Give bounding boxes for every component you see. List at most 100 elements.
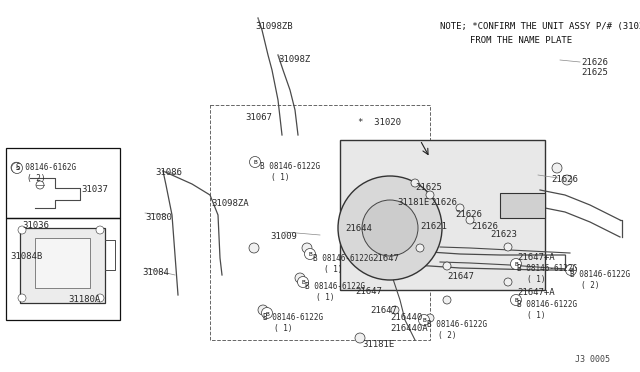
Circle shape [338, 176, 442, 280]
Text: 21623: 21623 [490, 230, 517, 239]
Circle shape [355, 333, 365, 343]
Text: 31084B: 31084B [10, 252, 42, 261]
Circle shape [416, 244, 424, 252]
Circle shape [426, 314, 434, 322]
Text: B: B [253, 160, 257, 166]
Text: 31086: 31086 [155, 168, 182, 177]
Text: ( 2): ( 2) [27, 174, 45, 183]
Circle shape [18, 226, 26, 234]
Text: B: B [514, 263, 518, 267]
Text: *  31020: * 31020 [358, 118, 401, 127]
Text: ( 2): ( 2) [438, 331, 456, 340]
Text: B: B [422, 318, 426, 324]
Text: B: B [265, 311, 269, 317]
Text: 21644: 21644 [345, 224, 372, 233]
Circle shape [562, 175, 572, 185]
Circle shape [391, 306, 399, 314]
Text: 31181E: 31181E [397, 198, 429, 207]
Text: 21621: 21621 [420, 222, 447, 231]
Text: 21647: 21647 [355, 287, 382, 296]
Circle shape [12, 163, 22, 173]
Bar [6, 218, 120, 320]
Circle shape [456, 204, 464, 212]
Text: ( 1): ( 1) [324, 265, 342, 274]
Text: 21647+A: 21647+A [517, 288, 555, 297]
Circle shape [96, 226, 104, 234]
Text: 31080: 31080 [145, 213, 172, 222]
Circle shape [362, 200, 418, 256]
Text: B 08146-6122G: B 08146-6122G [517, 264, 577, 273]
Circle shape [295, 273, 305, 283]
Text: 21647: 21647 [370, 306, 397, 315]
Circle shape [250, 157, 260, 167]
Circle shape [302, 243, 312, 253]
Text: B: B [301, 280, 305, 285]
Text: 21626: 21626 [471, 222, 498, 231]
Text: B: B [569, 269, 573, 273]
Text: S: S [15, 167, 19, 171]
Circle shape [249, 243, 259, 253]
Text: B 08146-6122G: B 08146-6122G [263, 313, 323, 322]
Circle shape [305, 248, 316, 260]
Circle shape [511, 295, 522, 305]
Text: 21647+A: 21647+A [517, 253, 555, 262]
Text: 31036: 31036 [22, 221, 49, 230]
Text: 31098ZB: 31098ZB [255, 22, 292, 31]
Text: ( 1): ( 1) [527, 275, 545, 284]
Text: J3 0005: J3 0005 [575, 355, 610, 364]
Circle shape [96, 294, 104, 302]
Text: ( 1): ( 1) [271, 173, 289, 182]
Bar [210, 105, 430, 340]
Text: NOTE; *CONFIRM THE UNIT ASSY P/# (31020): NOTE; *CONFIRM THE UNIT ASSY P/# (31020) [440, 22, 640, 31]
Text: 21647: 21647 [447, 272, 474, 281]
Bar [340, 140, 545, 290]
Text: 31098Z: 31098Z [278, 55, 310, 64]
Text: ( 1): ( 1) [527, 311, 545, 320]
Text: 21626: 21626 [551, 175, 578, 184]
Text: 21626: 21626 [430, 198, 457, 207]
Text: ( 2): ( 2) [581, 281, 600, 290]
Text: B 08146-6122G: B 08146-6122G [517, 300, 577, 309]
Text: 31067: 31067 [245, 113, 272, 122]
Text: 31098ZA: 31098ZA [211, 199, 248, 208]
Text: B 08146-6122G: B 08146-6122G [570, 270, 630, 279]
Bar [20, 228, 105, 303]
Circle shape [504, 278, 512, 286]
Circle shape [262, 308, 273, 318]
Circle shape [411, 179, 419, 187]
Circle shape [426, 191, 434, 199]
Circle shape [18, 294, 26, 302]
Text: B: B [514, 298, 518, 304]
Circle shape [552, 163, 562, 173]
Text: B 08146-6122G: B 08146-6122G [260, 162, 320, 171]
Text: 21626: 21626 [455, 210, 482, 219]
Text: 216440A: 216440A [390, 324, 428, 333]
Text: 31180A: 31180A [68, 295, 100, 304]
Bar [35, 238, 90, 288]
Text: S: S [14, 163, 19, 172]
Circle shape [258, 305, 268, 315]
Text: 21625: 21625 [415, 183, 442, 192]
Text: S 08146-6162G: S 08146-6162G [16, 163, 76, 172]
Text: 31037: 31037 [81, 185, 108, 194]
Text: 31009: 31009 [270, 232, 297, 241]
Text: 31084: 31084 [142, 268, 169, 277]
Text: 21625: 21625 [581, 68, 608, 77]
Circle shape [511, 259, 522, 269]
Circle shape [443, 296, 451, 304]
Circle shape [443, 262, 451, 270]
Circle shape [419, 314, 429, 326]
Text: B 08146-6122G: B 08146-6122G [427, 320, 487, 329]
Text: ( 1): ( 1) [274, 324, 292, 333]
Circle shape [466, 216, 474, 224]
Circle shape [36, 181, 44, 189]
Text: B: B [308, 253, 312, 257]
Circle shape [504, 243, 512, 251]
Circle shape [566, 264, 577, 276]
Text: 216440: 216440 [390, 313, 422, 322]
Text: 21626: 21626 [581, 58, 608, 67]
Text: B 08146-6122G: B 08146-6122G [313, 254, 373, 263]
Text: B 08146-6122G: B 08146-6122G [305, 282, 365, 291]
Bar [6, 148, 120, 218]
Text: ( 1): ( 1) [316, 293, 335, 302]
